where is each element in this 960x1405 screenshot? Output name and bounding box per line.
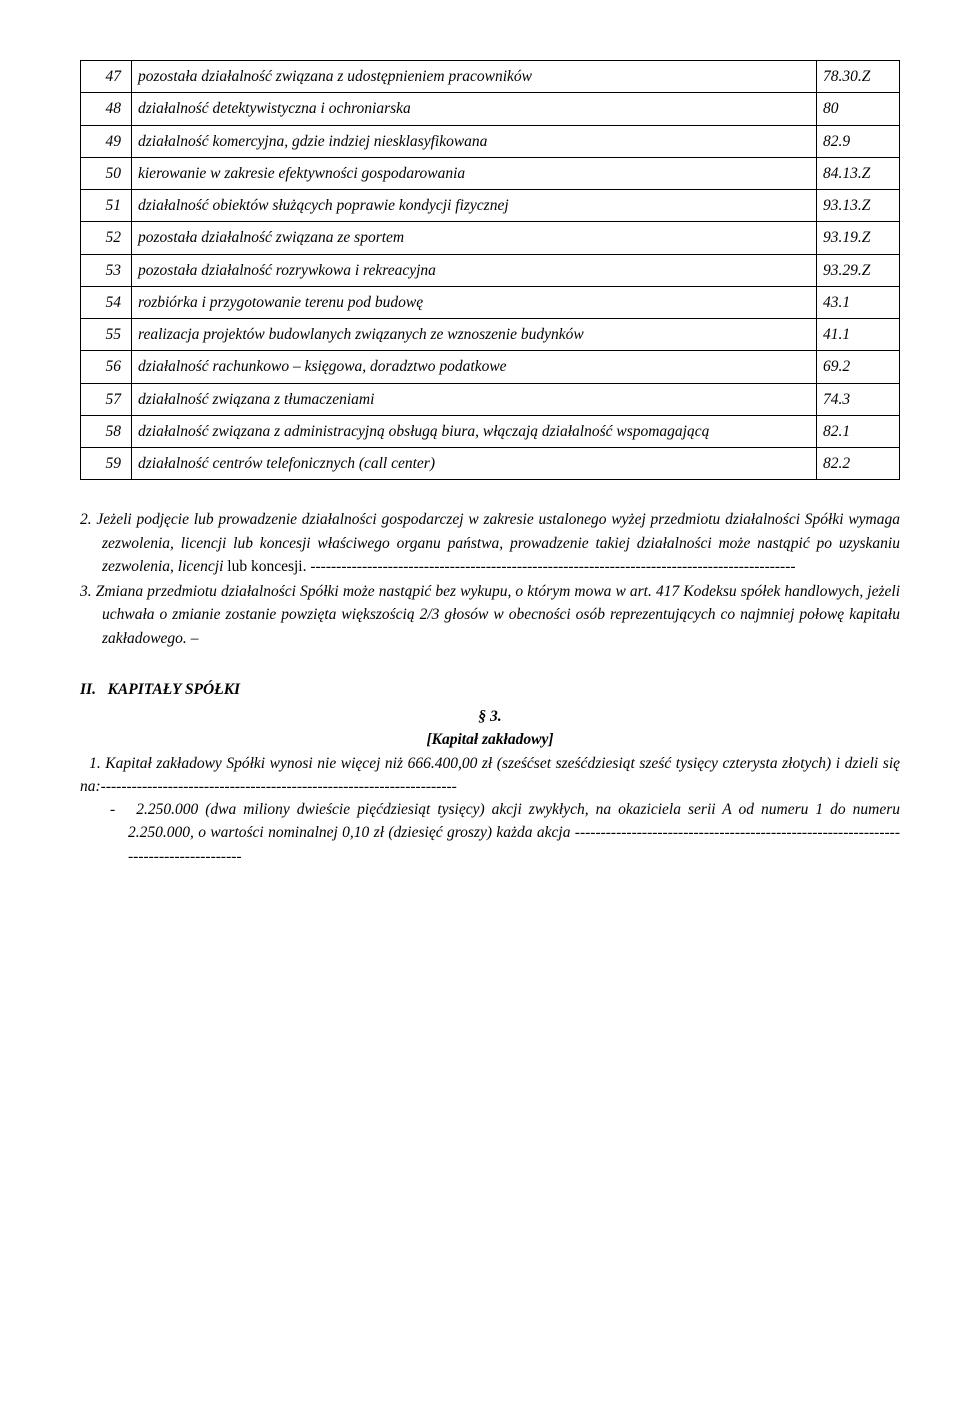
table-row: 48działalność detektywistyczna i ochroni… — [81, 93, 900, 125]
row-description: pozostała działalność rozrywkowa i rekre… — [132, 254, 817, 286]
row-code: 41.1 — [817, 319, 900, 351]
row-number: 53 — [81, 254, 132, 286]
paragraph-3: 3. Zmiana przedmiotu działalności Spółki… — [80, 580, 900, 650]
section-subtitle: [Kapitał zakładowy] — [80, 728, 900, 751]
row-code: 93.29.Z — [817, 254, 900, 286]
row-description: pozostała działalność związana ze sporte… — [132, 222, 817, 254]
table-row: 57działalność związana z tłumaczeniami74… — [81, 383, 900, 415]
section-ii-heading: II. KAPITAŁY SPÓŁKI — [80, 678, 900, 701]
row-number: 57 — [81, 383, 132, 415]
table-row: 58działalność związana z administracyjną… — [81, 415, 900, 447]
row-description: rozbiórka i przygotowanie terenu pod bud… — [132, 286, 817, 318]
table-row: 50kierowanie w zakresie efektywności gos… — [81, 157, 900, 189]
row-number: 59 — [81, 448, 132, 480]
paragraph-number: § 3. — [80, 705, 900, 728]
table-row: 53pozostała działalność rozrywkowa i rek… — [81, 254, 900, 286]
activities-table: 47pozostała działalność związana z udost… — [80, 60, 900, 480]
row-number: 50 — [81, 157, 132, 189]
row-description: działalność detektywistyczna i ochroniar… — [132, 93, 817, 125]
table-row: 54rozbiórka i przygotowanie terenu pod b… — [81, 286, 900, 318]
row-description: działalność związana z administracyjną o… — [132, 415, 817, 447]
row-code: 78.30.Z — [817, 61, 900, 93]
row-number: 54 — [81, 286, 132, 318]
table-row: 56działalność rachunkowo – księgowa, dor… — [81, 351, 900, 383]
row-description: działalność rachunkowo – księgowa, dorad… — [132, 351, 817, 383]
row-code: 84.13.Z — [817, 157, 900, 189]
table-row: 59działalność centrów telefonicznych (ca… — [81, 448, 900, 480]
row-code: 82.1 — [817, 415, 900, 447]
capital-bullet-1: - 2.250.000 (dwa miliony dwieście pięćdz… — [80, 798, 900, 868]
row-code: 80 — [817, 93, 900, 125]
row-description: pozostała działalność związana z udostęp… — [132, 61, 817, 93]
row-number: 48 — [81, 93, 132, 125]
row-number: 49 — [81, 125, 132, 157]
row-code: 69.2 — [817, 351, 900, 383]
row-number: 58 — [81, 415, 132, 447]
capital-paragraph-1: 1. Kapitał zakładowy Spółki wynosi nie w… — [80, 752, 900, 799]
row-code: 93.13.Z — [817, 190, 900, 222]
row-description: kierowanie w zakresie efektywności gospo… — [132, 157, 817, 189]
row-number: 51 — [81, 190, 132, 222]
row-description: działalność komercyjna, gdzie indziej ni… — [132, 125, 817, 157]
table-row: 47pozostała działalność związana z udost… — [81, 61, 900, 93]
row-code: 82.9 — [817, 125, 900, 157]
row-description: działalność związana z tłumaczeniami — [132, 383, 817, 415]
table-row: 49działalność komercyjna, gdzie indziej … — [81, 125, 900, 157]
row-code: 82.2 — [817, 448, 900, 480]
row-description: działalność centrów telefonicznych (call… — [132, 448, 817, 480]
paragraph-2: 2. Jeżeli podjęcie lub prowadzenie dział… — [80, 508, 900, 578]
table-row: 55realizacja projektów budowlanych związ… — [81, 319, 900, 351]
row-number: 56 — [81, 351, 132, 383]
row-code: 93.19.Z — [817, 222, 900, 254]
table-row: 51działalność obiektów służących poprawi… — [81, 190, 900, 222]
row-code: 43.1 — [817, 286, 900, 318]
row-number: 55 — [81, 319, 132, 351]
paragraph-2-3-block: 2. Jeżeli podjęcie lub prowadzenie dział… — [80, 508, 900, 650]
row-description: działalność obiektów służących poprawie … — [132, 190, 817, 222]
row-number: 52 — [81, 222, 132, 254]
row-description: realizacja projektów budowlanych związan… — [132, 319, 817, 351]
row-number: 47 — [81, 61, 132, 93]
row-code: 74.3 — [817, 383, 900, 415]
table-row: 52pozostała działalność związana ze spor… — [81, 222, 900, 254]
